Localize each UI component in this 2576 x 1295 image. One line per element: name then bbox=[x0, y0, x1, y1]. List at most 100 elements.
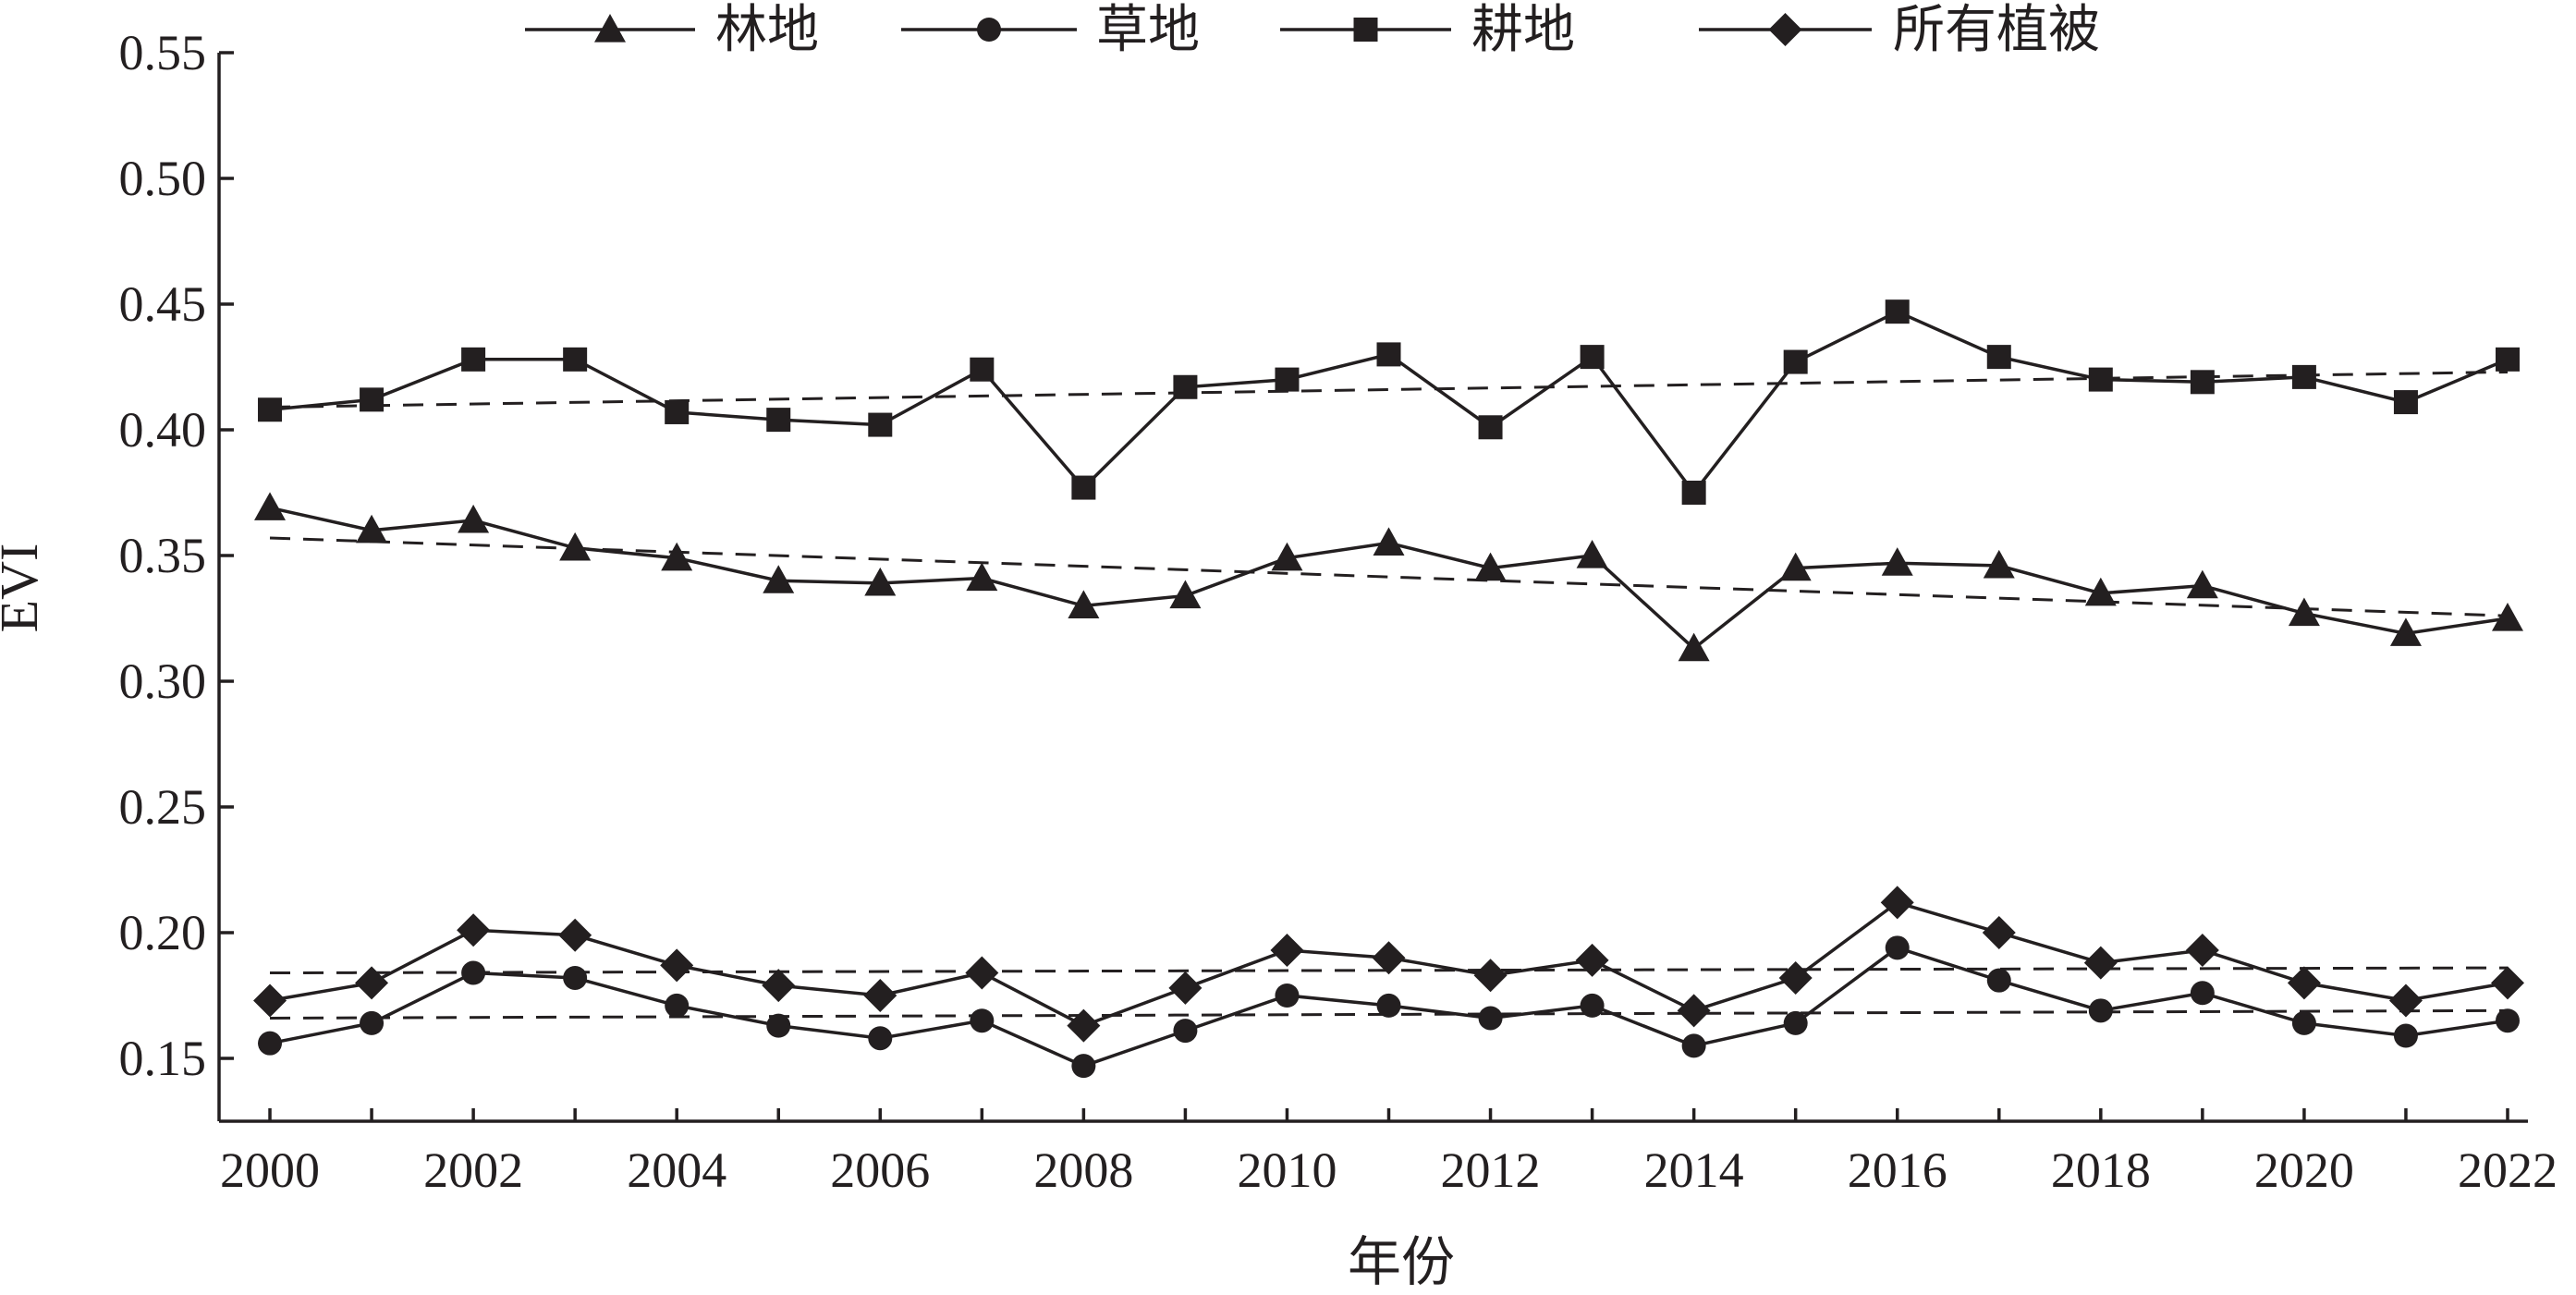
data-point-circle bbox=[563, 965, 588, 990]
data-point-triangle bbox=[2186, 569, 2218, 599]
data-point-circle bbox=[2495, 1008, 2520, 1033]
data-point-triangle bbox=[1576, 540, 1608, 568]
data-point-diamond bbox=[1575, 943, 1609, 977]
trend-line-square bbox=[269, 370, 2509, 409]
y-tick-label: 0.55 bbox=[119, 25, 207, 80]
y-tick-label: 0.25 bbox=[119, 779, 207, 835]
trend-lines bbox=[269, 370, 2509, 1020]
data-point-circle bbox=[1986, 968, 2011, 993]
data-point-square bbox=[1478, 415, 1503, 440]
data-point-circle bbox=[2393, 1023, 2418, 1048]
data-point-circle bbox=[1885, 935, 1910, 960]
data-point-square bbox=[766, 408, 791, 433]
data-point-square bbox=[970, 357, 995, 382]
data-point-square bbox=[461, 347, 486, 372]
data-point-diamond bbox=[457, 913, 491, 947]
data-point-diamond bbox=[1880, 886, 1914, 920]
data-point-triangle bbox=[763, 565, 795, 593]
data-point-triangle bbox=[458, 504, 490, 533]
data-point-triangle bbox=[356, 514, 388, 544]
x-tick-label: 2014 bbox=[1644, 1142, 1744, 1198]
data-point-circle bbox=[1173, 1019, 1198, 1044]
data-point-triangle bbox=[966, 562, 998, 592]
data-point-circle bbox=[2291, 1010, 2316, 1035]
data-point-diamond bbox=[2083, 946, 2118, 980]
data-point-square bbox=[1783, 349, 1808, 374]
data-point-square bbox=[1885, 299, 1910, 324]
x-tick-label: 2000 bbox=[220, 1142, 320, 1198]
y-tick-label: 0.20 bbox=[119, 905, 207, 960]
x-axis-ticks: 2000 2002 2004 2006 2008 2010 2012 2014 2016 2018… bbox=[220, 1108, 2558, 1198]
y-axis-label: EVI bbox=[0, 544, 49, 633]
x-tick-label: 2022 bbox=[2458, 1142, 2558, 1198]
legend-label: 耕地 bbox=[1471, 2, 1575, 59]
data-point-square bbox=[1071, 475, 1096, 500]
data-point-triangle bbox=[1474, 552, 1507, 581]
legend-item-circle: 草地 bbox=[901, 2, 1200, 59]
data-point-diamond bbox=[1270, 934, 1304, 968]
legend-marker-square bbox=[1353, 18, 1378, 42]
trend-line-circle bbox=[270, 1008, 2508, 1020]
data-point-circle bbox=[2088, 998, 2113, 1023]
data-point-circle bbox=[360, 1010, 385, 1035]
legend-marker-diamond bbox=[1768, 13, 1802, 46]
data-point-diamond bbox=[1982, 916, 2016, 949]
trend-line-triangle bbox=[269, 536, 2509, 617]
data-point-circle bbox=[766, 1013, 791, 1038]
data-point-square bbox=[258, 397, 283, 422]
series-markers bbox=[253, 299, 2524, 1079]
data-point-triangle bbox=[1678, 632, 1710, 662]
x-axis-label: 年份 bbox=[1348, 1232, 1455, 1292]
y-tick-label: 0.35 bbox=[119, 528, 207, 583]
data-point-square bbox=[1376, 342, 1401, 367]
y-tick-label: 0.15 bbox=[119, 1031, 207, 1086]
y-tick-label: 0.50 bbox=[119, 151, 207, 206]
data-point-triangle bbox=[254, 492, 287, 520]
data-point-square bbox=[563, 347, 588, 372]
data-point-circle bbox=[258, 1031, 283, 1056]
data-point-triangle bbox=[1068, 590, 1100, 618]
data-point-circle bbox=[1478, 1006, 1503, 1031]
legend-label: 草地 bbox=[1096, 2, 1200, 59]
data-point-triangle bbox=[864, 567, 897, 596]
data-point-circle bbox=[1783, 1010, 1808, 1035]
data-point-diamond bbox=[1473, 959, 1508, 993]
data-point-triangle bbox=[2389, 617, 2422, 646]
data-point-triangle bbox=[661, 542, 693, 571]
data-point-diamond bbox=[2185, 934, 2219, 968]
data-point-diamond bbox=[1778, 960, 1813, 995]
data-point-diamond bbox=[762, 969, 796, 1003]
data-point-diamond bbox=[1677, 994, 1711, 1028]
data-point-square bbox=[868, 412, 893, 437]
data-point-circle bbox=[1681, 1033, 1706, 1058]
data-point-circle bbox=[1275, 983, 1300, 1008]
data-point-diamond bbox=[558, 918, 592, 952]
data-point-triangle bbox=[1169, 580, 1202, 609]
data-point-circle bbox=[2190, 981, 2215, 1006]
data-point-square bbox=[2291, 364, 2316, 389]
x-tick-label: 2002 bbox=[423, 1142, 523, 1198]
data-point-triangle bbox=[1271, 542, 1303, 571]
x-tick-label: 2008 bbox=[1033, 1142, 1133, 1198]
data-point-square bbox=[2088, 367, 2113, 392]
data-point-circle bbox=[970, 1008, 995, 1033]
data-point-triangle bbox=[2491, 603, 2523, 631]
data-point-circle bbox=[868, 1026, 893, 1051]
trend-line-diamond bbox=[270, 966, 2508, 975]
data-point-diamond bbox=[2388, 983, 2423, 1018]
data-point-square bbox=[1580, 345, 1605, 370]
data-point-triangle bbox=[2288, 597, 2320, 627]
legend-item-square: 耕地 bbox=[1280, 2, 1575, 59]
x-tick-label: 2010 bbox=[1237, 1142, 1337, 1198]
x-tick-label: 2016 bbox=[1848, 1142, 1947, 1198]
legend-label: 林地 bbox=[715, 2, 819, 59]
x-tick-label: 2012 bbox=[1441, 1142, 1541, 1198]
y-axis-ticks: 0.15 0.20 0.25 0.30 0.35 0.40 0.45 0.50 0.55 bbox=[119, 25, 234, 1086]
data-point-triangle bbox=[1373, 527, 1405, 556]
data-point-triangle bbox=[1779, 552, 1812, 581]
y-tick-label: 0.45 bbox=[119, 276, 207, 332]
data-point-square bbox=[1986, 345, 2011, 370]
data-point-diamond bbox=[253, 983, 287, 1018]
data-point-triangle bbox=[1881, 547, 1913, 576]
